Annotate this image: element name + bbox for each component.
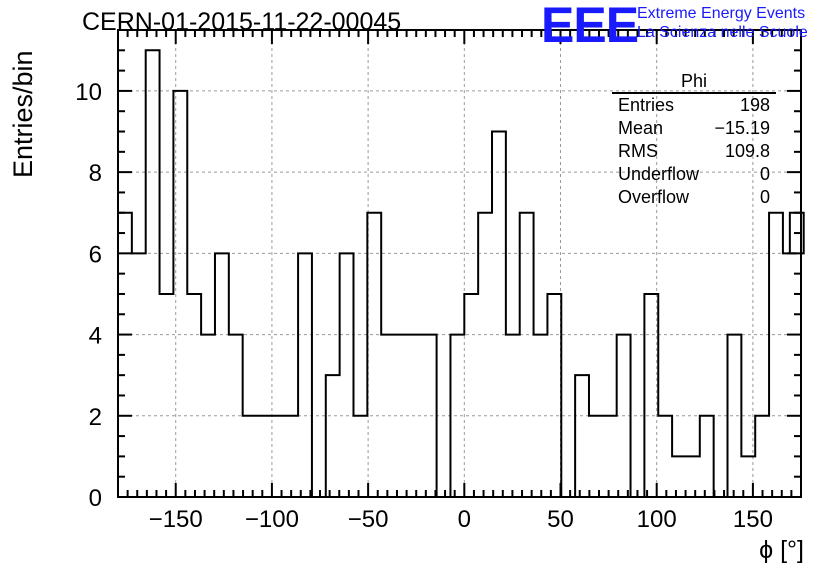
- stats-value: 0: [759, 164, 770, 184]
- axis-tick-labels: −150 −100 −50 0 50 100 150 0 2 4 6 8 10: [75, 79, 773, 533]
- plot-frame: [117, 29, 802, 498]
- y-axis-label-text: Entries/bin: [8, 50, 38, 178]
- stats-label: Overflow: [618, 187, 690, 207]
- x-tick-label: −100: [245, 506, 299, 533]
- axis-ticks: [118, 29, 802, 498]
- chart-title: CERN-01-2015-11-22-00045: [82, 8, 402, 36]
- stats-value: −15.19: [714, 118, 770, 138]
- stats-value: 109.8: [724, 141, 770, 161]
- stats-label: RMS: [618, 141, 658, 161]
- stats-row-underflow: Underflow 0: [612, 163, 776, 186]
- y-tick-label: 6: [89, 241, 102, 268]
- y-tick-label: 2: [89, 404, 102, 431]
- stats-box-title: Phi: [612, 70, 776, 94]
- stats-label: Mean: [618, 118, 664, 138]
- y-tick-label: 10: [75, 79, 102, 106]
- stats-label: Underflow: [618, 164, 700, 184]
- stats-value: 198: [739, 95, 770, 115]
- stats-box: Phi Entries 198 Mean −15.19 RMS 109.8 Under…: [612, 70, 776, 209]
- x-tick-label: 150: [733, 506, 773, 533]
- x-tick-label: 50: [547, 506, 574, 533]
- x-tick-label: −150: [149, 506, 203, 533]
- y-tick-label: 4: [89, 323, 102, 350]
- stats-label: Entries: [618, 95, 675, 115]
- stats-row-entries: Entries 198: [612, 94, 776, 117]
- eee-logo-text: Extreme Energy Events La Scienza nelle S…: [637, 4, 808, 42]
- histogram-step-line: [118, 49, 805, 498]
- stats-value: 0: [759, 187, 770, 207]
- logo-line-2: La Scienza nelle Scuole: [637, 24, 808, 41]
- y-tick-label: 8: [89, 160, 102, 187]
- stats-row-rms: RMS 109.8: [612, 140, 776, 163]
- x-tick-label: 100: [637, 506, 677, 533]
- stats-row-overflow: Overflow 0: [612, 186, 776, 209]
- y-axis-label: Entries/bin: [8, 50, 39, 178]
- x-axis-label: ϕ [°]: [759, 536, 804, 564]
- x-tick-label: −50: [348, 506, 389, 533]
- stats-row-mean: Mean −15.19: [612, 117, 776, 140]
- eee-logo-mark: EEE: [541, 0, 639, 53]
- logo-line-1: Extreme Energy Events: [637, 5, 806, 22]
- x-tick-label: 0: [458, 506, 471, 533]
- y-tick-label: 0: [89, 485, 102, 512]
